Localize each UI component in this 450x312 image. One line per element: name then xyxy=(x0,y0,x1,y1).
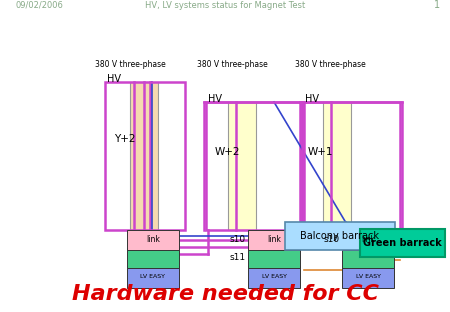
Bar xyxy=(342,230,394,250)
Bar xyxy=(323,102,351,230)
Bar xyxy=(105,82,185,230)
Text: LV EASY: LV EASY xyxy=(261,275,287,280)
Bar xyxy=(248,230,300,250)
Bar xyxy=(228,102,256,230)
Text: 09/02/2006: 09/02/2006 xyxy=(15,1,63,10)
Text: HV, LV systems status for Magnet Test: HV, LV systems status for Magnet Test xyxy=(145,1,305,10)
Text: 380 V three-phase: 380 V three-phase xyxy=(94,60,166,69)
Bar xyxy=(127,266,179,288)
Bar xyxy=(342,248,394,268)
Bar xyxy=(130,82,158,230)
Text: HV: HV xyxy=(107,74,121,84)
Text: 380 V three-phase: 380 V three-phase xyxy=(295,60,365,69)
Text: LV EASY: LV EASY xyxy=(356,275,381,280)
Text: s10: s10 xyxy=(324,236,340,245)
Bar xyxy=(285,222,395,250)
Bar xyxy=(127,248,179,268)
Bar xyxy=(206,102,304,230)
Text: s10: s10 xyxy=(230,236,246,245)
Bar xyxy=(302,102,400,230)
Text: link: link xyxy=(146,236,160,245)
Text: link: link xyxy=(267,236,281,245)
Text: W+1: W+1 xyxy=(308,147,333,157)
Text: Green barrack: Green barrack xyxy=(363,238,442,248)
Text: HV: HV xyxy=(208,94,222,104)
Text: HV: HV xyxy=(305,94,319,104)
Bar xyxy=(127,230,179,250)
Text: link: link xyxy=(361,236,375,245)
Text: Hardware needed for CC: Hardware needed for CC xyxy=(72,284,378,304)
Bar xyxy=(248,248,300,268)
Text: Y+2: Y+2 xyxy=(114,134,135,144)
Text: s11: s11 xyxy=(230,253,246,262)
Bar xyxy=(248,266,300,288)
Text: W+2: W+2 xyxy=(215,147,240,157)
Bar xyxy=(360,229,445,257)
Text: Balcony barrack: Balcony barrack xyxy=(301,231,379,241)
Text: LV EASY: LV EASY xyxy=(140,275,166,280)
Text: 1: 1 xyxy=(434,0,440,10)
Text: 380 V three-phase: 380 V three-phase xyxy=(197,60,267,69)
Bar xyxy=(342,266,394,288)
